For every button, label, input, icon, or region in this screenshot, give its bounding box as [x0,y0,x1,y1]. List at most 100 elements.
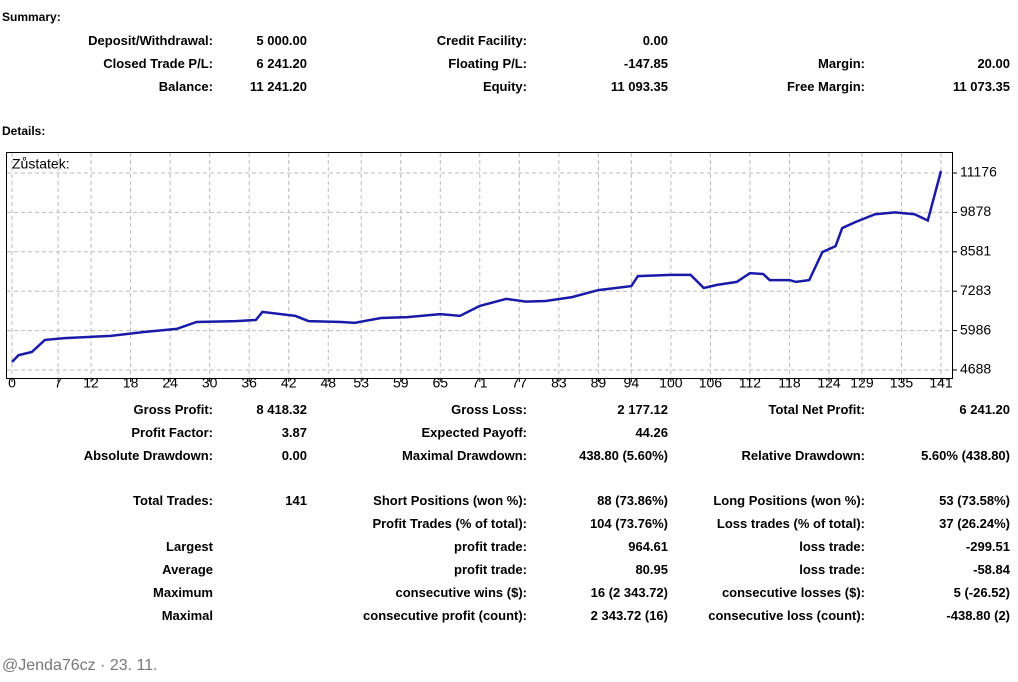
x-tick-label: 18 [123,375,139,391]
field-value: -58.84 [973,562,1010,577]
field-label: Maximum [153,585,213,600]
field-label: consecutive profit (count): [363,608,527,623]
x-tick-label: 7 [54,375,62,391]
field-value: 964.61 [628,539,668,554]
x-tick-label: 0 [8,375,16,391]
field-value: 8 418.32 [256,402,307,417]
field-value: 37 (26.24%) [939,516,1010,531]
field-value: 11 073.35 [952,79,1010,94]
field-label: Profit Trades (% of total): [372,516,527,531]
field-label: consecutive loss (count): [708,608,865,623]
field-value: 0.00 [281,448,307,463]
y-tick-label: 5986 [960,321,991,337]
x-tick-label: 71 [472,375,488,391]
field-label: consecutive wins ($): [395,585,527,600]
x-tick-label: 12 [83,375,99,391]
field-label: Gross Loss: [451,402,527,417]
field-value: 53 (73.58%) [939,493,1010,508]
field-value: 2 177.12 [617,402,668,417]
field-label: Credit Facility: [436,33,527,48]
field-label: Free Margin: [786,79,865,94]
field-label: Maximal Drawdown: [402,448,527,463]
field-label: Loss trades (% of total): [716,516,865,531]
field-label: Floating P/L: [448,56,527,71]
field-value: 44.26 [635,425,668,440]
x-tick-label: 36 [241,375,257,391]
balance-line [11,170,943,363]
x-tick-label: 129 [850,375,874,391]
field-value: 6 241.20 [256,56,307,71]
field-value: -147.85 [623,56,668,71]
x-tick-label: 59 [393,375,409,391]
x-tick-label: 53 [353,375,369,391]
x-tick-label: 141 [929,375,953,391]
field-label: Long Positions (won %): [713,493,865,508]
field-label: Relative Drawdown: [741,448,865,463]
field-value: -438.80 (2) [946,608,1010,623]
y-tick-label: 9878 [960,203,991,219]
field-label: Closed Trade P/L: [103,56,213,71]
field-label: Gross Profit: [133,402,213,417]
x-tick-label: 118 [778,375,801,391]
field-label: Margin: [818,56,865,71]
x-tick-label: 30 [202,375,218,391]
field-label: Balance: [158,79,213,94]
x-tick-label: 89 [591,375,607,391]
field-label: consecutive losses ($): [721,585,865,600]
x-tick-label: 83 [551,375,567,391]
field-value: 104 (73.76%) [589,516,668,531]
balance-chart: Zůstatek: 4688 5986 7283 8581 9878 11176 0 7 12 1… [6,152,997,391]
field-label: profit trade: [454,539,527,554]
y-tick-label: 8581 [960,242,991,258]
field-value: 5.60% (438.80) [921,448,1010,463]
x-tick-label: 135 [890,375,914,391]
x-tick-label: 112 [739,375,762,391]
x-tick-label: 65 [432,375,448,391]
summary-heading: Summary: [2,10,61,24]
x-tick-label: 48 [320,375,336,391]
field-label: loss trade: [799,562,865,577]
field-value: 5 000.00 [256,33,307,48]
y-tick-label: 11176 [960,164,997,180]
field-label: Total Net Profit: [768,402,865,417]
field-label: Maximal [161,608,213,623]
field-value: -299.51 [965,539,1010,554]
details-heading: Details: [2,124,46,138]
x-tick-label: 94 [624,375,640,391]
field-value: 6 241.20 [959,402,1010,417]
field-value: 438.80 (5.60%) [579,448,668,463]
field-value: 0.00 [642,33,668,48]
x-tick-label: 106 [699,375,723,391]
x-tick-label: 124 [817,375,841,391]
field-value: 141 [285,493,307,508]
footer: @Jenda76cz · 23. 11. [2,657,158,674]
field-value: 88 (73.86%) [597,493,668,508]
field-value: 11 241.20 [249,79,307,94]
field-value: 2 343.72 (16) [590,608,668,623]
field-label: Average [162,562,213,577]
field-value: 16 (2 343.72) [590,585,668,600]
field-label: Expected Payoff: [421,425,527,440]
field-label: profit trade: [454,562,527,577]
field-value: 3.87 [281,425,307,440]
field-value: 80.95 [635,562,668,577]
y-tick-label: 4688 [960,361,991,377]
field-value: 5 (-26.52) [953,585,1010,600]
field-label: Absolute Drawdown: [83,448,213,463]
field-label: loss trade: [799,539,865,554]
x-tick-label: 77 [512,375,528,391]
field-value: 20.00 [977,56,1010,71]
field-label: Deposit/Withdrawal: [88,33,213,48]
field-label: Equity: [482,79,527,94]
field-value: 11 093.35 [610,79,668,94]
field-label: Total Trades: [133,493,213,508]
chart-title: Zůstatek: [12,156,70,172]
field-label: Profit Factor: [131,425,213,440]
field-label: Short Positions (won %): [373,493,527,508]
y-tick-label: 7283 [960,282,991,298]
x-tick-label: 100 [659,375,683,391]
x-tick-label: 24 [162,375,178,391]
x-tick-label: 42 [281,375,297,391]
field-label: Largest [166,539,213,554]
